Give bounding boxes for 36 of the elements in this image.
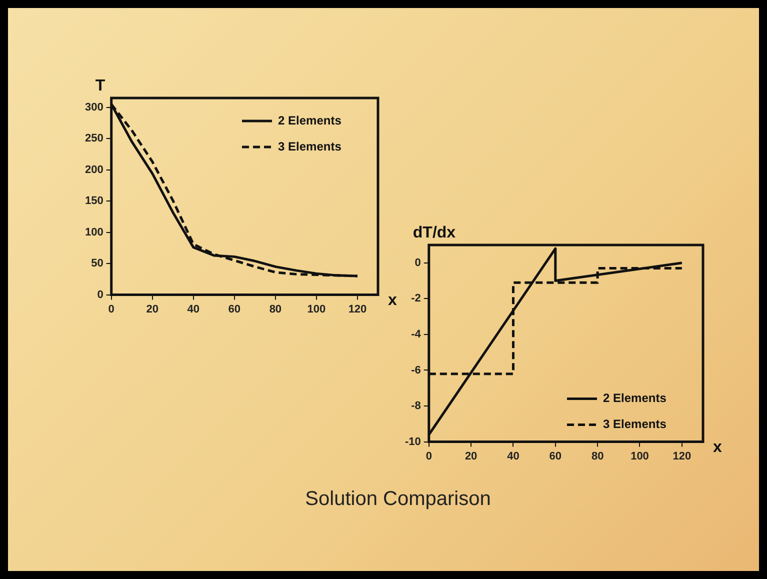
y-tick-label: -4 xyxy=(411,328,422,340)
y-tick-label: 100 xyxy=(84,226,104,238)
x-tick-label: 80 xyxy=(591,450,604,462)
x-tick-label: 20 xyxy=(146,303,158,316)
text: Solution Comparison xyxy=(304,488,492,511)
y-tick-label: -10 xyxy=(404,436,421,448)
x-axis-title: x xyxy=(388,292,397,310)
y-tick-label: 0 xyxy=(97,288,104,301)
legend-label: 2 Elements xyxy=(278,113,342,128)
y-tick-label: -8 xyxy=(411,400,421,412)
x-tick-label: 80 xyxy=(269,303,282,316)
x-tick-label: 120 xyxy=(672,450,692,462)
y-tick-label: 300 xyxy=(84,101,104,114)
y-tick-label: 0 xyxy=(414,256,421,269)
x-tick-label: 0 xyxy=(426,450,432,462)
legend-label: 2 Elements xyxy=(603,391,667,406)
y-tick-label: 200 xyxy=(84,164,104,176)
y-tick-label: 50 xyxy=(91,258,104,270)
y-axis-title: T xyxy=(95,77,106,94)
y-tick-label: -6 xyxy=(411,364,421,376)
x-axis-title: x xyxy=(713,439,722,456)
legend-label: 3 Elements xyxy=(278,139,342,154)
x-tick-label: 20 xyxy=(464,450,478,462)
legend-label: 3 Elements xyxy=(603,417,667,432)
x-tick-label: 60 xyxy=(228,303,241,316)
x-tick-label: 120 xyxy=(348,303,367,316)
x-tick-label: 0 xyxy=(108,303,114,316)
x-tick-label: 60 xyxy=(549,450,562,462)
x-tick-label: 100 xyxy=(307,303,326,316)
y-tick-label: -2 xyxy=(411,292,421,305)
x-tick-label: 40 xyxy=(187,303,200,316)
y-axis-title: dT/dx xyxy=(412,224,456,242)
x-tick-label: 100 xyxy=(630,450,649,462)
x-tick-label: 40 xyxy=(507,450,520,462)
y-tick-label: 150 xyxy=(84,195,104,208)
y-tick-label: 250 xyxy=(84,132,104,145)
